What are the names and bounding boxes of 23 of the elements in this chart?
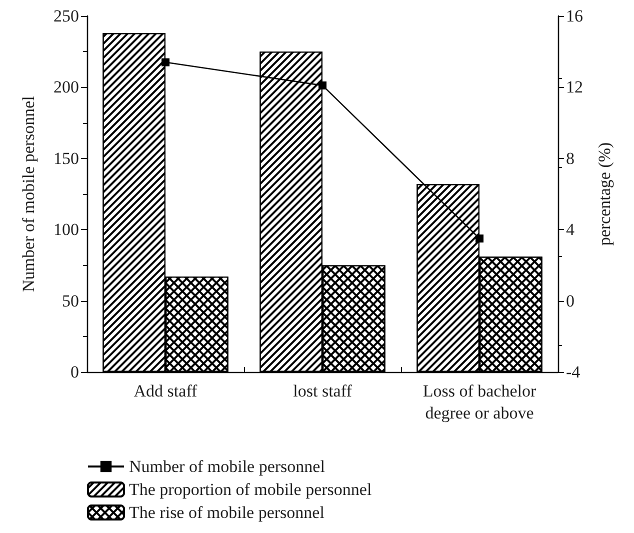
y2-tick-label: 8: [566, 148, 574, 168]
y2-tick-label: 0: [566, 291, 574, 310]
x-tick-label: lost staff: [293, 382, 352, 400]
point: [476, 234, 484, 242]
x-tick-label: Add staff: [134, 382, 198, 400]
y2-tick-label: -4: [566, 362, 581, 382]
y-tick-label: 0: [70, 362, 79, 382]
y-tick-label: 200: [54, 78, 79, 97]
y-tick-label: 250: [54, 6, 79, 26]
point: [162, 58, 170, 66]
legend-label: The proportion of mobile personnel: [129, 480, 372, 499]
y2-tick-label: 16: [566, 6, 583, 26]
y2-tick-label: 12: [566, 78, 583, 97]
y2-axis-title: percentage (%): [595, 142, 614, 246]
legend-label: Number of mobile personnel: [129, 457, 326, 476]
y-tick-label: 150: [54, 148, 79, 168]
point: [318, 81, 326, 90]
y-tick-label: 100: [54, 220, 79, 240]
y2-tick-label: 4: [566, 220, 575, 240]
legend-label: The rise of mobile personnel: [129, 503, 325, 522]
y-tick-label: 50: [62, 291, 79, 310]
y-axis-title: Number of mobile personnel: [19, 96, 38, 292]
x-tick-label: Loss of bachelor degree or above: [422, 382, 536, 422]
